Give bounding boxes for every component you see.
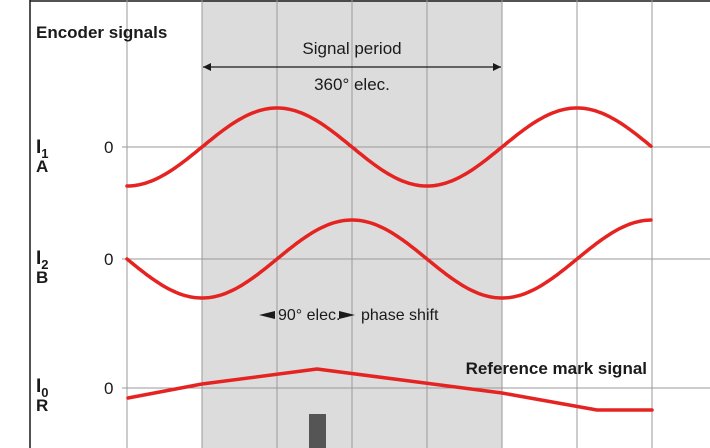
channel-r-symbol: I	[36, 376, 41, 397]
reference-pulse-marker	[309, 414, 326, 448]
channel-b-subscript: 2	[41, 257, 48, 272]
phase-shift-arrow-left	[339, 311, 355, 319]
channel-a-letter: A	[36, 157, 48, 176]
svg-text:I1: I1	[36, 137, 49, 161]
channel-b-label: I2 B	[36, 248, 49, 287]
signal-period-value: 360° elec.	[314, 75, 390, 94]
channel-r-zero: 0	[104, 379, 113, 398]
reference-mark-curve	[126, 367, 654, 412]
channel-b-symbol: I	[36, 248, 41, 269]
channel-a-symbol: I	[36, 137, 41, 158]
signal-b-curve	[125, 218, 653, 300]
channel-a-zero: 0	[104, 138, 113, 157]
signal-a-curve	[125, 106, 653, 188]
phase-shift-label: phase shift	[361, 307, 439, 324]
phase-shift-arrow-right	[259, 311, 275, 319]
channel-a-subscript: 1	[41, 146, 48, 161]
svg-text:I0: I0	[36, 376, 49, 400]
svg-text:I2: I2	[36, 248, 49, 272]
channel-r-label: I0 R	[36, 376, 49, 415]
channel-r-letter: R	[36, 396, 48, 415]
channel-r-subscript: 0	[41, 385, 48, 400]
diagram-title: Encoder signals	[36, 23, 167, 42]
signal-period-label: Signal period	[302, 39, 401, 58]
channel-a-label: I1 A	[36, 137, 49, 176]
channel-b-letter: B	[36, 268, 48, 287]
channel-b-zero: 0	[104, 250, 113, 269]
phase-shift-value: 90° elec.	[278, 307, 340, 324]
reference-mark-label: Reference mark signal	[466, 359, 647, 378]
vertical-grid	[126, 0, 653, 448]
